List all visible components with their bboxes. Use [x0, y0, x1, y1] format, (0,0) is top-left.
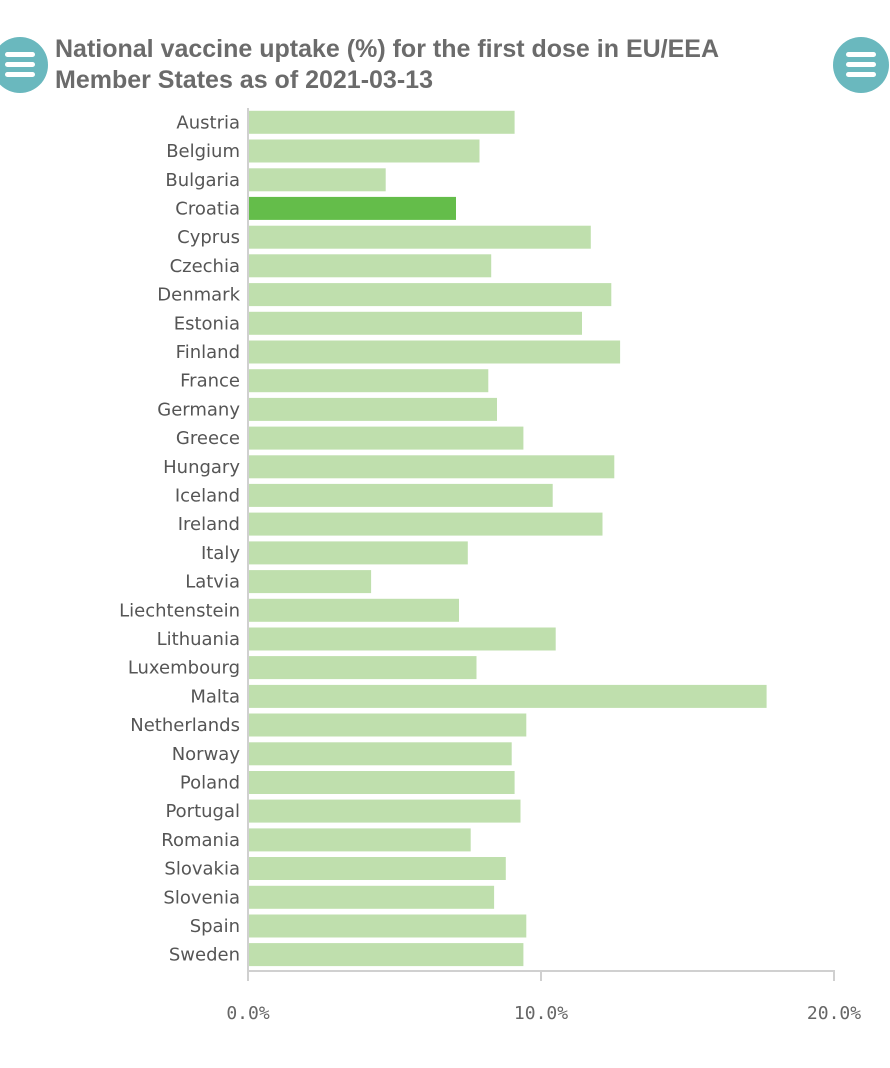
x-tick-label: 10.0%: [514, 1003, 568, 1024]
bar-liechtenstein[interactable]: [249, 598, 459, 622]
bar-italy[interactable]: [249, 541, 468, 565]
x-tick-label: 0.0%: [226, 1003, 270, 1024]
category-label-portugal: Portugal: [165, 801, 240, 822]
bar-norway[interactable]: [249, 742, 512, 766]
category-label-luxembourg: Luxembourg: [128, 658, 240, 679]
bar-latvia[interactable]: [249, 570, 372, 594]
category-labels-group: Austria Belgium Bulgaria Croatia Cyprus Czech…: [119, 112, 240, 965]
bar-poland[interactable]: [249, 771, 515, 794]
bar-luxembourg[interactable]: [249, 656, 477, 680]
bar-portugal[interactable]: [249, 799, 521, 823]
bar-france[interactable]: [249, 369, 489, 393]
bars-group: [249, 110, 767, 967]
category-label-romania: Romania: [161, 830, 240, 851]
category-label-slovakia: Slovakia: [164, 859, 240, 880]
category-label-germany: Germany: [157, 399, 240, 420]
menu-icon: [5, 62, 35, 67]
category-label-latvia: Latvia: [185, 572, 240, 593]
category-label-denmark: Denmark: [157, 285, 240, 306]
menu-icon: [5, 72, 35, 77]
bar-estonia[interactable]: [249, 311, 582, 335]
category-label-cyprus: Cyprus: [177, 227, 240, 248]
menu-button-left[interactable]: [0, 37, 48, 93]
category-label-slovenia: Slovenia: [163, 887, 240, 908]
x-tick-label: 20.0%: [807, 1003, 861, 1024]
category-label-poland: Poland: [180, 773, 240, 794]
category-label-finland: Finland: [176, 342, 240, 363]
bar-cyprus[interactable]: [249, 225, 591, 249]
category-label-hungary: Hungary: [163, 457, 240, 478]
bar-czechia[interactable]: [249, 254, 492, 278]
bar-greece[interactable]: [249, 426, 524, 450]
category-label-sweden: Sweden: [169, 945, 240, 966]
bar-ireland[interactable]: [249, 512, 603, 536]
category-label-norway: Norway: [172, 744, 241, 765]
category-label-ireland: Ireland: [178, 514, 240, 535]
bar-malta[interactable]: [249, 684, 767, 708]
menu-icon: [5, 52, 35, 57]
category-label-spain: Spain: [190, 916, 240, 937]
bar-bulgaria[interactable]: [249, 168, 386, 192]
bar-netherlands[interactable]: [249, 713, 527, 737]
category-label-malta: Malta: [190, 686, 240, 707]
menu-button-right[interactable]: [833, 37, 889, 93]
bar-belgium[interactable]: [249, 139, 480, 163]
bar-spain[interactable]: [249, 914, 527, 938]
category-label-liechtenstein: Liechtenstein: [119, 600, 240, 621]
category-label-greece: Greece: [176, 428, 240, 449]
category-label-austria: Austria: [176, 112, 240, 133]
category-label-lithuania: Lithuania: [157, 629, 240, 650]
bar-romania[interactable]: [249, 828, 471, 852]
menu-icon: [846, 52, 876, 57]
menu-icon: [846, 62, 876, 67]
bar-germany[interactable]: [249, 397, 497, 421]
category-label-estonia: Estonia: [174, 313, 240, 334]
bar-finland[interactable]: [249, 340, 621, 364]
bar-denmark[interactable]: [249, 283, 612, 307]
chart-title: National vaccine uptake (%) for the firs…: [55, 35, 719, 94]
menu-icon: [846, 72, 876, 77]
category-label-belgium: Belgium: [166, 141, 240, 162]
category-label-iceland: Iceland: [175, 485, 240, 506]
x-axis: 0.0% 10.0% 20.0%: [226, 108, 861, 1024]
bar-sweden[interactable]: [249, 943, 524, 967]
bar-slovenia[interactable]: [249, 885, 495, 909]
category-label-croatia: Croatia: [175, 198, 240, 219]
bar-iceland[interactable]: [249, 483, 553, 507]
bar-austria[interactable]: [249, 110, 515, 134]
bar-lithuania[interactable]: [249, 627, 556, 651]
category-label-bulgaria: Bulgaria: [165, 170, 240, 191]
bar-hungary[interactable]: [249, 455, 615, 479]
category-label-netherlands: Netherlands: [130, 715, 240, 736]
category-label-czechia: Czechia: [170, 256, 240, 277]
bar-croatia[interactable]: [249, 196, 456, 220]
bar-slovakia[interactable]: [249, 857, 506, 880]
category-label-france: France: [180, 371, 240, 392]
category-label-italy: Italy: [201, 543, 240, 564]
